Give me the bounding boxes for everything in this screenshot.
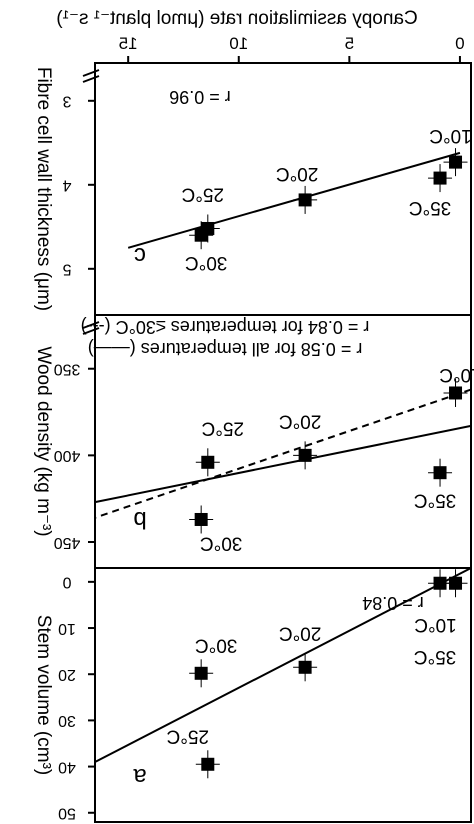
y-tick-label: 40 (58, 758, 76, 775)
top-axis-tick-label: 15 (119, 34, 138, 53)
point-label: 20°C (276, 163, 318, 184)
point-label: 20°C (279, 622, 321, 643)
data-point (449, 386, 463, 400)
data-point (201, 757, 215, 771)
panel-annotation: r = 0.84 (362, 593, 424, 613)
panels: 0 3 4 5 Fibre cell wall thickness (μm) 10°C 35… (33, 62, 474, 823)
data-point (433, 171, 447, 185)
point-label: 25°C (167, 725, 209, 746)
data-point (433, 466, 447, 480)
data-point (298, 193, 312, 207)
axis-break-mark (82, 321, 100, 329)
data-point (194, 666, 208, 680)
data-point (194, 228, 208, 242)
top-axis-tick-label: 0 (455, 34, 464, 53)
data-point (449, 576, 463, 590)
panel-a: 0 10 20 30 40 50 Stem volume (cm³) 10°C 35°C 20°C… (33, 567, 472, 823)
data-point (449, 155, 463, 169)
y-tick-label: 0 (62, 574, 71, 591)
point-label: 30°C (195, 634, 237, 655)
point-label: 30°C (200, 532, 242, 553)
panel-frame (94, 62, 472, 316)
fit-line-solid (94, 567, 472, 763)
panel-letter: c (134, 242, 146, 269)
axis-break-mark (82, 69, 100, 77)
axis-break-mark (82, 327, 100, 335)
point-label: 10°C (414, 614, 456, 635)
y-tick-label: 50 (58, 805, 76, 822)
data-point (433, 576, 447, 590)
top-axis-tick-label: 5 (345, 34, 354, 53)
y-tick-label: 4 (62, 177, 71, 194)
y-tick-label: 30 (58, 712, 76, 729)
fit-line-dashed (94, 388, 472, 519)
data-point (298, 660, 312, 674)
point-label: 20°C (279, 410, 321, 431)
y-tick-label: 400 (54, 447, 81, 464)
panel-annotation: r = 0.84 for temperatures ≤30°C (---) (81, 317, 370, 337)
point-label: 10°C (439, 364, 474, 385)
y-tick-label: 5 (62, 261, 71, 278)
y-tick-label: 3 (62, 93, 71, 110)
point-label: 35°C (414, 646, 456, 667)
top-axis-label: Canopy assimilation rate (μmol plant⁻¹ s… (56, 8, 418, 29)
panel-letter: a (133, 763, 147, 790)
panel-c: 0345Fibre cell wall thickness (μm)10°C35… (33, 62, 472, 316)
point-label: 35°C (409, 197, 451, 218)
point-label: 30°C (185, 252, 227, 273)
y-axis-label: Wood density (kg m⁻³) (33, 346, 54, 536)
fit-line-solid (94, 424, 472, 504)
y-axis-label: Fibre cell wall thickness (μm) (33, 67, 54, 311)
y-tick-label: 450 (54, 534, 81, 551)
panel-annotation: r = 0.58 for all temperatures (——) (88, 339, 363, 359)
y-tick-label: 350 (54, 360, 81, 377)
data-point (298, 448, 312, 462)
panel-letter: b (133, 506, 146, 533)
data-point (201, 455, 215, 469)
top-axis-ticks: 0 5 10 15 (119, 34, 465, 63)
point-label: 10°C (429, 125, 471, 146)
y-tick-label: 20 (58, 666, 76, 683)
panel-frame (94, 567, 472, 823)
y-tick-label: 10 (58, 620, 76, 637)
point-label: 25°C (202, 417, 244, 438)
panel-annotation: r = 0.96 (169, 87, 231, 107)
panel-b: 0350400450Wood density (kg m⁻³)10°C35°C2… (33, 314, 474, 569)
y-axis-label: Stem volume (cm³) (33, 615, 54, 775)
top-axis-tick-label: 10 (229, 34, 248, 53)
point-label: 25°C (182, 183, 224, 204)
axis-break-mark (82, 75, 100, 83)
data-point (194, 512, 208, 526)
point-label: 35°C (414, 490, 456, 511)
